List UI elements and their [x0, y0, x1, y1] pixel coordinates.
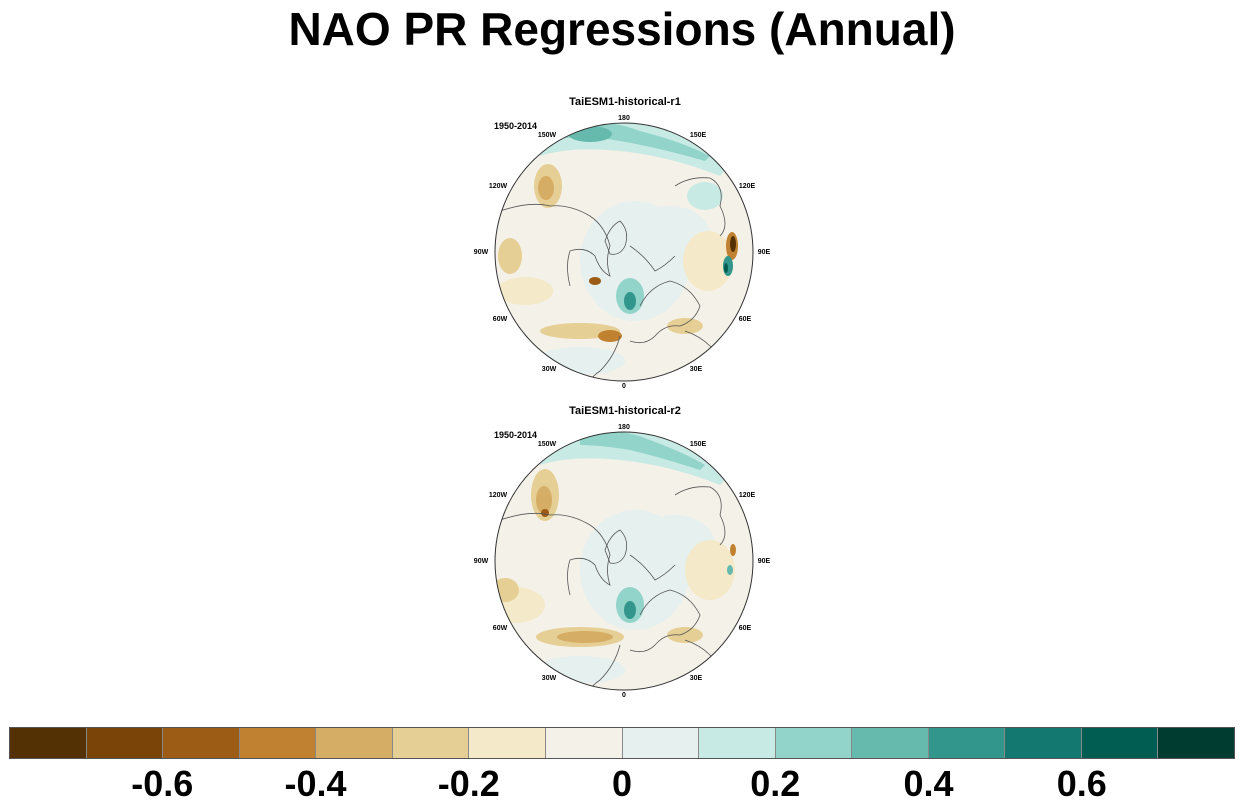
colorbar-segment: [239, 728, 317, 758]
colorbar-tick-label: -0.2: [437, 763, 500, 804]
colorbar-tick-label: -0.6: [131, 763, 194, 804]
svg-text:60E: 60E: [739, 316, 752, 323]
colorbar-segment: [86, 728, 164, 758]
svg-text:150W: 150W: [538, 441, 557, 448]
polar-map: 180 150E 120E 90E 60E 30E 0 30W 60W 90W …: [474, 424, 771, 699]
panel-title: TaiESM1-historical-r2: [569, 405, 681, 417]
colorbar-segment: [392, 728, 470, 758]
precip-anomaly-field: [497, 123, 738, 375]
colorbar-tick-label: 0.6: [1056, 763, 1107, 804]
svg-text:30E: 30E: [690, 675, 703, 682]
svg-text:120W: 120W: [489, 183, 508, 190]
svg-text:90E: 90E: [758, 249, 771, 256]
colorbar-segment: [699, 728, 776, 758]
svg-text:150W: 150W: [538, 132, 557, 139]
svg-text:60W: 60W: [493, 316, 508, 323]
colorbar-tick-label: 0.2: [750, 763, 801, 804]
colorbar-segment: [928, 728, 1006, 758]
svg-text:30W: 30W: [542, 366, 557, 373]
svg-text:30E: 30E: [690, 366, 703, 373]
svg-text:150E: 150E: [690, 132, 707, 139]
svg-text:150E: 150E: [690, 441, 707, 448]
svg-text:0: 0: [622, 383, 626, 390]
svg-text:90W: 90W: [474, 558, 489, 565]
panel-title: TaiESM1-historical-r1: [569, 96, 681, 108]
precip-anomaly-field: [495, 432, 736, 684]
svg-text:90W: 90W: [474, 249, 489, 256]
longitude-labels: 180 150E 120E 90E 60E 30E 0 30W 60W 90W …: [474, 115, 771, 390]
svg-text:120E: 120E: [739, 492, 756, 499]
colorbar: [9, 727, 1235, 759]
colorbar-segment: [1158, 728, 1234, 758]
colorbar-segment: [10, 728, 87, 758]
svg-text:60E: 60E: [739, 625, 752, 632]
svg-text:0: 0: [622, 692, 626, 699]
longitude-labels: 180 150E 120E 90E 60E 30E 0 30W 60W 90W …: [474, 424, 771, 699]
colorbar-segment: [852, 728, 929, 758]
panel-period: 1950-2014: [494, 121, 538, 131]
svg-text:90E: 90E: [758, 558, 771, 565]
colorbar-tick-label: 0: [611, 763, 633, 804]
svg-text:120E: 120E: [739, 183, 756, 190]
figure-title: NAO PR Regressions (Annual): [288, 3, 956, 55]
colorbar-segment: [775, 728, 853, 758]
colorbar-tick-label: 0.4: [903, 763, 954, 804]
svg-text:180: 180: [618, 115, 630, 122]
map-panel-r2: TaiESM1-historical-r2 1950-2014: [470, 405, 780, 699]
svg-text:60W: 60W: [493, 625, 508, 632]
colorbar-segment: [1081, 728, 1159, 758]
colorbar-segment: [622, 728, 700, 758]
map-panel-r1: TaiESM1-historical-r1 1950-2014: [470, 96, 780, 390]
colorbar-tick-label: -0.4: [284, 763, 347, 804]
svg-text:180: 180: [618, 424, 630, 431]
svg-text:120W: 120W: [489, 492, 508, 499]
colorbar-segment: [163, 728, 240, 758]
panel-period: 1950-2014: [494, 430, 538, 440]
colorbar-segment: [316, 728, 393, 758]
colorbar-segment: [469, 728, 546, 758]
colorbar-segment: [1005, 728, 1082, 758]
svg-text:30W: 30W: [542, 675, 557, 682]
colorbar-segment: [545, 728, 623, 758]
polar-map: 180 150E 120E 90E 60E 30E 0 30W 60W 90W …: [474, 115, 771, 390]
